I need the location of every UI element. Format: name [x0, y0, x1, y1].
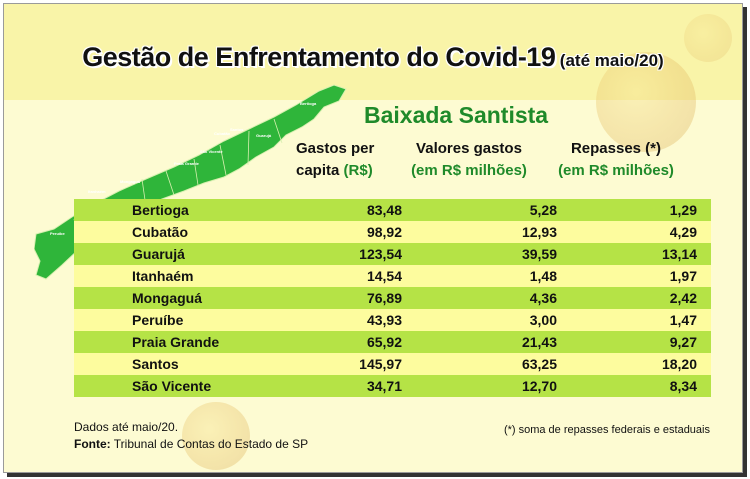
map-label-mongagua: Mongaguá	[120, 179, 141, 184]
map-label-praia-grande: Praia Grande	[174, 161, 200, 166]
map-label-itanhaem: Itanhaém	[88, 189, 106, 194]
repasses-cell: 1,29	[669, 202, 697, 218]
repasses-cell: 18,20	[661, 356, 697, 372]
city-cell: Mongaguá	[132, 290, 202, 306]
city-cell: Guarujá	[132, 246, 185, 262]
table-row: Itanhaém 14,54 1,48 1,97	[74, 265, 711, 287]
city-cell: Itanhaém	[132, 268, 194, 284]
table-row: Santos 145,97 63,25 18,20	[74, 353, 711, 375]
footnote: (*) soma de repasses federais e estaduai…	[503, 424, 710, 436]
virus-decoration-icon	[684, 14, 732, 62]
gastos-cell: 12,93	[521, 224, 557, 240]
map-label-sao-vicente: São Vicente	[200, 149, 223, 154]
repasses-cell: 8,34	[669, 378, 697, 394]
repasses-cell: 4,29	[669, 224, 697, 240]
table-row: Guarujá 123,54 39,59 13,14	[74, 243, 711, 265]
table-row: Mongaguá 76,89 4,36 2,42	[74, 287, 711, 309]
gastos-cell: 4,36	[529, 290, 557, 306]
map-label-guaruja: Guarujá	[256, 133, 272, 138]
data-table: Bertioga 83,48 5,28 1,29 Cubatão 98,92 1…	[74, 199, 711, 397]
per-capita-cell: 14,54	[366, 268, 402, 284]
per-capita-cell: 145,97	[359, 356, 402, 372]
repasses-cell: 2,42	[669, 290, 697, 306]
infographic-card: Gestão de Enfrentamento do Covid-19 (até…	[3, 3, 743, 473]
map-label-peruibe: Peruíbe	[50, 231, 65, 236]
gastos-cell: 3,00	[529, 312, 557, 328]
table-row: Peruíbe 43,93 3,00 1,47	[74, 309, 711, 331]
col-header-per-capita: Gastos per capita (R$)	[296, 140, 375, 179]
col-header-gastos: Valores gastos (em R$ milhões)	[411, 140, 527, 179]
gastos-cell: 39,59	[521, 246, 557, 262]
footer-dados: Dados até maio/20.	[74, 420, 179, 434]
repasses-cell: 9,27	[669, 334, 697, 350]
per-capita-cell: 34,71	[366, 378, 402, 394]
per-capita-cell: 43,93	[366, 312, 402, 328]
city-cell: Santos	[132, 356, 179, 372]
map-label-bertioga: Bertioga	[300, 101, 317, 106]
repasses-cell: 1,47	[669, 312, 697, 328]
virus-decoration-icon	[182, 402, 250, 470]
gastos-cell: 5,28	[529, 202, 557, 218]
city-cell: Praia Grande	[132, 334, 220, 350]
per-capita-cell: 123,54	[359, 246, 402, 262]
city-cell: Cubatão	[132, 224, 188, 240]
table-row: Bertioga 83,48 5,28 1,29	[74, 199, 711, 221]
gastos-cell: 21,43	[521, 334, 557, 350]
map-label-santos: Santos	[230, 127, 244, 132]
per-capita-cell: 76,89	[366, 290, 402, 306]
map-label-cubatao: Cubatão	[214, 131, 231, 136]
title-main: Gestão de Enfrentamento do Covid-19	[82, 42, 556, 72]
gastos-cell: 63,25	[521, 356, 557, 372]
footer-fonte: Fonte: Tribunal de Contas do Estado de S…	[74, 437, 309, 451]
gastos-cell: 1,48	[529, 268, 557, 284]
title-subtitle: (até maio/20)	[559, 51, 664, 70]
city-cell: São Vicente	[132, 378, 212, 394]
city-cell: Bertioga	[132, 202, 189, 218]
gastos-cell: 12,70	[521, 378, 557, 394]
table-row: Cubatão 98,92 12,93 4,29	[74, 221, 711, 243]
col-header-repasses: Repasses (*) (em R$ milhões)	[558, 140, 674, 179]
page-title: Gestão de Enfrentamento do Covid-19 (até…	[4, 42, 742, 73]
per-capita-cell: 65,92	[366, 334, 402, 350]
per-capita-cell: 98,92	[366, 224, 402, 240]
top-band	[4, 4, 742, 100]
region-title: Baixada Santista	[364, 102, 549, 128]
virus-decoration-icon	[596, 52, 696, 152]
table-row: São Vicente 34,71 12,70 8,34	[74, 375, 711, 397]
repasses-cell: 13,14	[661, 246, 697, 262]
city-cell: Peruíbe	[132, 312, 184, 328]
repasses-cell: 1,97	[669, 268, 697, 284]
per-capita-cell: 83,48	[366, 202, 402, 218]
table-row: Praia Grande 65,92 21,43 9,27	[74, 331, 711, 353]
